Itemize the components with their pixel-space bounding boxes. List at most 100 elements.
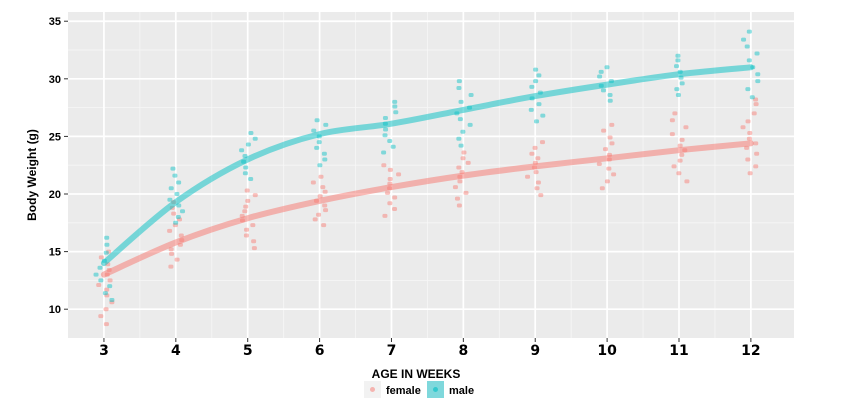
data-point-female — [461, 150, 467, 155]
data-point-male — [248, 130, 254, 135]
data-point-male — [387, 139, 393, 144]
y-tick-label: 20 — [49, 189, 61, 201]
data-point-male — [393, 110, 399, 115]
data-point-female — [533, 170, 539, 175]
data-point-male — [168, 186, 174, 191]
data-point-female — [679, 137, 685, 142]
x-tick-label: 9 — [530, 343, 540, 359]
data-point-male — [323, 122, 329, 127]
legend-label-female: female — [386, 385, 421, 397]
data-point-female — [465, 160, 471, 165]
data-point-male — [170, 166, 176, 171]
fit-line-female — [100, 140, 754, 278]
data-point-female — [677, 143, 683, 148]
data-point-male — [109, 297, 115, 302]
data-point-female — [322, 203, 328, 208]
data-point-male — [675, 92, 681, 97]
data-point-female — [396, 172, 402, 177]
data-point-female — [178, 233, 184, 238]
data-point-male — [468, 92, 474, 97]
data-point-male — [679, 81, 685, 86]
data-point-male — [607, 92, 613, 97]
data-point-male — [528, 107, 534, 112]
data-point-female — [669, 132, 675, 137]
data-point-female — [746, 136, 752, 141]
data-point-male — [252, 136, 258, 141]
data-point-female — [457, 179, 463, 184]
x-axis: 3 4 5 6 7 8 9 10 11 12 — [99, 338, 761, 359]
data-point-male — [97, 265, 103, 270]
data-point-female — [317, 194, 323, 199]
data-point-female — [244, 227, 250, 232]
data-point-male — [102, 291, 108, 296]
x-tick-label: 12 — [741, 343, 760, 359]
data-point-female — [669, 118, 675, 123]
y-tick-label: 25 — [49, 131, 61, 143]
data-point-female — [387, 201, 393, 206]
x-tick-label: 3 — [99, 343, 109, 359]
data-point-female — [683, 125, 689, 130]
data-point-male — [457, 117, 463, 122]
y-axis: 10 15 20 25 30 35 — [49, 16, 68, 316]
data-point-female — [747, 130, 753, 135]
legend-key-male-point — [433, 387, 438, 392]
data-point-female — [525, 174, 531, 179]
data-point-female — [387, 167, 393, 172]
data-point-male — [322, 157, 328, 162]
data-point-male — [243, 165, 249, 170]
data-point-female — [98, 255, 104, 260]
data-point-male — [311, 128, 317, 133]
data-point-female — [387, 177, 393, 182]
data-point-female — [745, 157, 751, 162]
data-point-male — [745, 87, 751, 92]
data-point-female — [251, 239, 257, 244]
data-point-female — [392, 195, 398, 200]
data-point-female — [754, 151, 760, 156]
data-point-female — [243, 204, 249, 209]
data-point-male — [674, 87, 680, 92]
data-point-male — [242, 171, 248, 176]
data-point-female — [382, 213, 388, 218]
x-tick-label: 11 — [669, 343, 688, 359]
data-point-male — [675, 58, 681, 63]
data-point-male — [314, 118, 320, 123]
data-point-female — [602, 147, 608, 152]
data-point-female — [381, 163, 387, 168]
grid-minor — [68, 12, 794, 338]
data-point-male — [382, 115, 388, 120]
data-point-male — [598, 69, 604, 74]
data-point-female — [174, 257, 180, 262]
data-point-male — [103, 250, 109, 255]
data-point-female — [753, 164, 759, 169]
data-point-female — [452, 185, 458, 190]
data-point-male — [607, 98, 613, 103]
data-point-female — [672, 111, 678, 116]
data-point-female — [177, 217, 183, 222]
data-point-male — [458, 143, 464, 148]
data-point-male — [167, 197, 173, 202]
data-point-female — [103, 322, 109, 327]
data-point-female — [323, 208, 329, 213]
data-point-female — [318, 174, 324, 179]
data-point-male — [383, 127, 389, 132]
data-point-female — [98, 314, 104, 319]
data-point-male — [382, 133, 388, 138]
data-point-female — [599, 186, 605, 191]
data-point-male — [749, 95, 755, 100]
data-point-male — [392, 99, 398, 104]
data-point-male — [321, 151, 327, 156]
data-point-male — [456, 86, 462, 91]
data-point-female — [106, 249, 112, 254]
data-point-male — [104, 235, 110, 240]
data-point-female — [596, 162, 602, 167]
data-point-female — [103, 307, 109, 312]
data-point-male — [533, 79, 539, 84]
plot-panel — [68, 12, 794, 338]
data-point-female — [242, 209, 248, 214]
data-point-female — [535, 180, 541, 185]
data-point-female — [320, 185, 326, 190]
data-point-female — [753, 102, 759, 107]
data-point-female — [104, 287, 110, 292]
data-point-female — [96, 283, 102, 288]
data-point-female — [609, 122, 615, 127]
